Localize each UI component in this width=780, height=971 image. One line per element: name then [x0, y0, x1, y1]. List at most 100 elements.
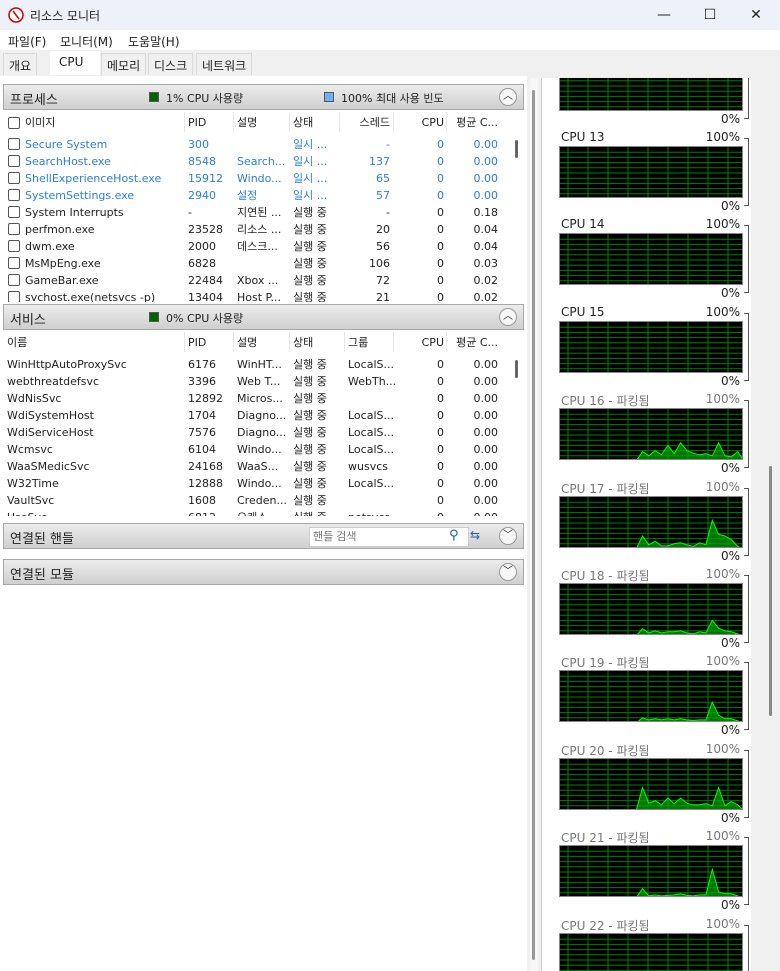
table-row[interactable]: GameBar.exe 22484 Xbox ... 실행 중 72 0 0.02	[3, 272, 513, 289]
select-all-checkbox[interactable]	[8, 117, 20, 129]
table-cell: 6828	[188, 257, 216, 270]
table-row[interactable]: SystemSettings.exe 2940 설정 일시 ... 57 0 0.00	[3, 187, 513, 204]
row-checkbox[interactable]	[8, 138, 20, 150]
tab-network[interactable]: 네트워크	[196, 53, 253, 75]
max-frequency-label: 100% 최대 사용 빈도	[341, 92, 444, 105]
table-row[interactable]: WdiServiceHost 7576 Diagno... 실행 중 LocalS...…	[3, 424, 513, 441]
column-header[interactable]: PID	[188, 336, 207, 349]
menu-file[interactable]: 파일(F)	[8, 35, 47, 49]
tab-cpu[interactable]: CPU	[50, 51, 100, 75]
max-label: 100%	[705, 741, 740, 756]
table-cell: LocalS...	[348, 443, 394, 456]
expand-icon[interactable]: ﹀	[499, 527, 517, 545]
column-header[interactable]: 상태	[293, 336, 314, 349]
column-divider[interactable]	[184, 112, 185, 132]
collapse-icon[interactable]: ︿	[499, 308, 517, 326]
table-scrollbar[interactable]	[513, 352, 521, 512]
table-row[interactable]: VaultSvc 1608 Creden... 실행 중 0 0.00	[3, 492, 513, 509]
maximize-button[interactable]: ☐	[703, 7, 717, 23]
table-cell: 실행 중	[293, 409, 327, 422]
column-divider[interactable]	[289, 332, 290, 352]
column-header[interactable]: PID	[188, 116, 207, 129]
table-cell: 실행 중	[293, 223, 327, 236]
table-cell	[348, 390, 398, 407]
column-header[interactable]: 스레드	[359, 116, 390, 129]
column-divider[interactable]	[446, 112, 447, 132]
column-divider[interactable]	[393, 112, 394, 132]
modules-section-header[interactable]: 연결된 모듈 ﹀	[3, 559, 524, 585]
column-divider[interactable]	[446, 332, 447, 352]
table-row[interactable]: W32Time 12888 Windo... 실행 중 LocalS... 0 0.00	[3, 475, 513, 492]
minimize-button[interactable]: —	[657, 7, 671, 23]
table-scrollbar[interactable]	[513, 132, 521, 292]
table-row[interactable]: WdiSystemHost 1704 Diagno... 실행 중 LocalS... 0…	[3, 407, 513, 424]
row-checkbox[interactable]	[8, 206, 20, 218]
column-header[interactable]: 이름	[7, 336, 28, 349]
close-button[interactable]: ✕	[750, 7, 762, 23]
row-checkbox[interactable]	[8, 291, 20, 302]
scrollbar-thumb[interactable]	[532, 90, 535, 960]
table-cell: Windo...	[237, 443, 282, 456]
table-row[interactable]: dwm.exe 2000 데스크... 실행 중 56 0 0.04	[3, 238, 513, 255]
column-divider[interactable]	[233, 332, 234, 352]
table-row[interactable]: Wcmsvc 6104 Windo... 실행 중 LocalS... 0 0.00	[3, 441, 513, 458]
search-icon[interactable]: ⚲	[449, 528, 459, 543]
table-row[interactable]: ShellExperienceHost.exe 15912 Windo... 일시 .…	[3, 170, 513, 187]
menu-help[interactable]: 도움말(H)	[128, 35, 180, 49]
table-row[interactable]: SearchHost.exe 8548 Search... 일시 ... 137 0 0.0…	[3, 153, 513, 170]
table-row[interactable]: Secure System 300 일시 ... - 0 0.00	[3, 136, 513, 153]
scrollbar-thumb[interactable]	[515, 140, 518, 158]
column-header[interactable]: 평균 C...	[456, 116, 498, 129]
expand-icon[interactable]: ﹀	[499, 563, 517, 581]
column-header[interactable]: 상태	[293, 116, 314, 129]
row-checkbox[interactable]	[8, 155, 20, 167]
scrollbar-thumb[interactable]	[515, 360, 518, 378]
column-header[interactable]: CPU	[421, 116, 444, 129]
menu-monitor[interactable]: 모니터(M)	[60, 35, 113, 49]
column-divider[interactable]	[393, 332, 394, 352]
table-cell: svchost.exe(netsvcs -p)	[25, 291, 156, 302]
column-divider[interactable]	[339, 112, 340, 132]
row-checkbox[interactable]	[8, 189, 20, 201]
column-header[interactable]: CPU	[421, 336, 444, 349]
column-header[interactable]: 그룹	[348, 336, 369, 349]
graphs-scrollbar[interactable]	[766, 78, 776, 971]
tab-memory[interactable]: 메모리	[101, 53, 147, 75]
column-divider[interactable]	[289, 112, 290, 132]
row-checkbox[interactable]	[8, 274, 20, 286]
column-divider[interactable]	[184, 332, 185, 352]
table-row[interactable]: svchost.exe(netsvcs -p) 13404 Host P... 실행 …	[3, 289, 513, 302]
refresh-icon[interactable]: ⇆	[470, 528, 481, 542]
table-row[interactable]: WaaSMedicSvc 24168 WaaS... 실행 중 wusvcs 0 0.00	[3, 458, 513, 475]
table-row[interactable]: MsMpEng.exe 6828 실행 중 106 0 0.03	[3, 255, 513, 272]
left-panel-scrollbar[interactable]	[530, 78, 538, 971]
scrollbar-thumb[interactable]	[769, 466, 772, 716]
table-row[interactable]: webthreatdefsvc 3396 Web T... 실행 중 WebTh... 0…	[3, 373, 513, 390]
table-row[interactable]: WinHttpAutoProxySvc 6176 WinHT... 실행 중 Local…	[3, 356, 513, 373]
table-cell: 2000	[188, 240, 216, 253]
row-checkbox[interactable]	[8, 240, 20, 252]
table-cell: 0	[437, 409, 444, 422]
cpu-usage-label: 1% CPU 사용량	[166, 92, 244, 105]
table-row[interactable]: UsoSvc 6812 오케스... 실행 중 netsvcs0 0.00	[3, 509, 513, 516]
tab-disk[interactable]: 디스크	[148, 53, 194, 75]
table-row[interactable]: WdNisSvc 12892 Micros... 실행 중 0 0.00	[3, 390, 513, 407]
services-section-header[interactable]: 서비스 0% CPU 사용량 ︿	[3, 304, 524, 330]
row-checkbox[interactable]	[8, 223, 20, 235]
table-row[interactable]: System Interrupts - 지연된 ... 실행 중 - 0 0.18	[3, 204, 513, 221]
column-header[interactable]: 평균 C...	[456, 336, 498, 349]
resource-monitor-icon	[8, 7, 24, 23]
processes-section-header[interactable]: 프로세스 1% CPU 사용량 100% 최대 사용 빈도 ︿	[3, 84, 524, 110]
column-divider[interactable]	[344, 332, 345, 352]
handle-search-input[interactable]	[309, 527, 469, 547]
handles-section-header[interactable]: 연결된 핸들 ⚲ ⇆ ﹀	[3, 523, 524, 549]
column-divider[interactable]	[233, 112, 234, 132]
collapse-icon[interactable]: ︿	[499, 88, 517, 106]
tab-overview[interactable]: 개요	[3, 53, 38, 75]
column-header[interactable]: 설명	[237, 336, 258, 349]
column-header[interactable]: 설명	[237, 116, 258, 129]
table-row[interactable]: perfmon.exe 23528 리소스 ... 실행 중 20 0 0.04	[3, 221, 513, 238]
row-checkbox[interactable]	[8, 257, 20, 269]
row-checkbox[interactable]	[8, 172, 20, 184]
column-header[interactable]: 이미지	[25, 116, 56, 129]
